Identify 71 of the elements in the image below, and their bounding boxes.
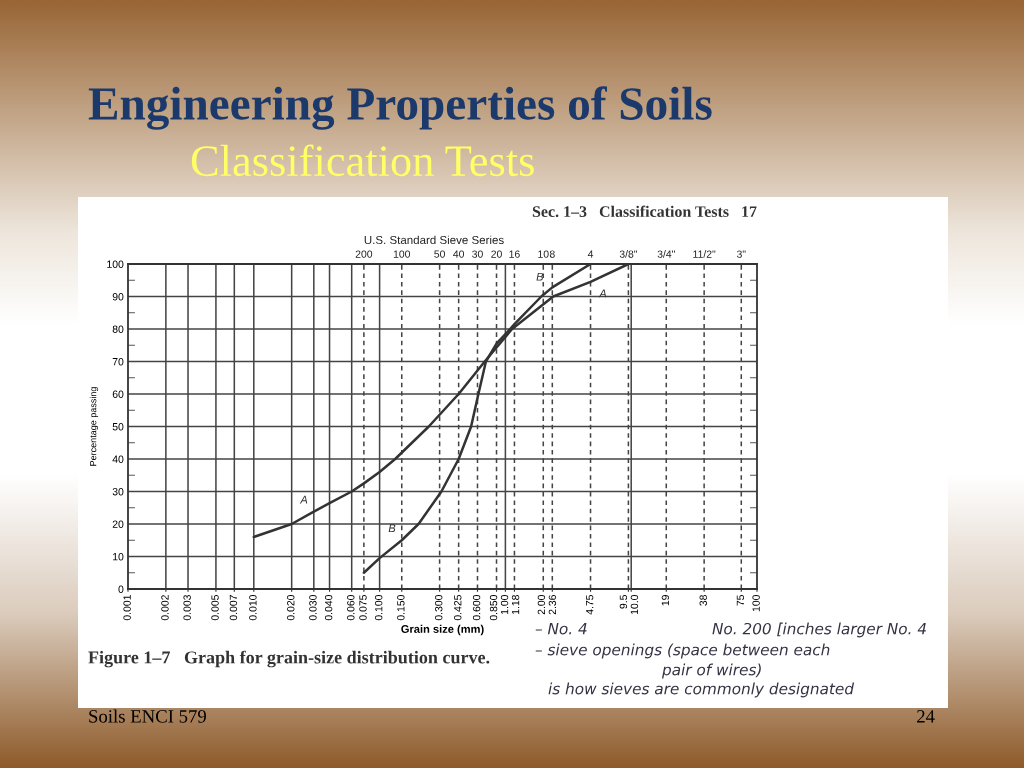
annotation: 50 (434, 250, 446, 258)
annotation: 3/4" (657, 250, 675, 258)
x-tick-label: 0.003 (183, 595, 191, 621)
annotation: 40 (453, 250, 465, 258)
x-tick-label: 0.005 (211, 594, 219, 621)
y-tick-label: 100 (107, 260, 124, 268)
y-tick-label: 30 (112, 488, 124, 496)
y-tick-label: 60 (112, 390, 124, 398)
text: B (536, 272, 544, 281)
annotation: 3/8" (619, 250, 638, 258)
annotation: 10 (538, 250, 549, 258)
annotation: 16 (509, 250, 520, 258)
y-tick-label: 80 (112, 325, 124, 333)
y-tick-label: 50 (112, 423, 124, 431)
x-tick-label: 2.36 (548, 595, 557, 615)
y-tick-label: 70 (112, 358, 124, 366)
text: pair of wires) (661, 663, 761, 679)
x-tick-label: 0.020 (287, 594, 295, 621)
text: – No. 4 (535, 623, 587, 635)
x-tick-label: 0.150 (397, 594, 405, 621)
x-tick-label: 0.002 (161, 595, 169, 621)
x-tick-label: 0.060 (347, 594, 355, 621)
text: A (598, 289, 607, 298)
annotation: 30 (472, 250, 483, 258)
x-tick-label: 38 (699, 595, 707, 606)
caption: Figure 1–7 Graph for grain-size distribution curve. (88, 650, 490, 668)
chart-title: Engineering Properties of Soils (88, 86, 712, 130)
x-tick-label: 0.030 (309, 594, 317, 621)
x-axis-title: Grain size (mm) (401, 624, 484, 636)
x-tick-label: 0.100 (375, 594, 383, 621)
x-tick-label: 9.5 (619, 594, 628, 609)
annotation: 200 (355, 250, 373, 258)
x-tick-label: 0.075 (359, 594, 367, 621)
annotation: 11/2" (693, 250, 716, 258)
annotation: 20 (491, 250, 502, 258)
x-tick-label: 4.75 (586, 594, 594, 615)
x-tick-label: 75 (736, 594, 745, 606)
x-tick-label: 0.850 (489, 594, 498, 621)
x-tick-label: 0.425 (454, 594, 462, 621)
x-tick-label: 2.00 (537, 594, 546, 615)
text: 24 (917, 710, 935, 723)
y-tick-label: 20 (112, 520, 124, 528)
y-tick-label: 0 (118, 585, 124, 593)
text: U.S. Standard Sieve Series (364, 235, 504, 245)
series-label: A (299, 495, 308, 504)
annotation: 4 (587, 250, 594, 258)
y-tick-label: 10 (113, 553, 124, 561)
series-label: B (388, 524, 396, 533)
y-tick-label: 90 (112, 293, 124, 301)
annotation: 100 (393, 250, 411, 258)
x-tick-label: 1.00 (500, 594, 509, 615)
text: is how sieves are commonly designated (548, 682, 855, 698)
x-tick-label: 0.010 (249, 594, 257, 621)
x-tick-label: 100 (752, 594, 760, 612)
chart-subtitle: Classification Tests (191, 144, 534, 177)
x-tick-label: 10.0 (630, 594, 639, 615)
y-tick-label: 40 (112, 455, 124, 463)
x-tick-label: 0.001 (123, 595, 131, 621)
x-tick-label: 0.300 (435, 594, 443, 621)
text: – sieve openings (space between each (535, 643, 830, 659)
annotation: 8 (549, 250, 555, 258)
x-tick-label: 0.600 (472, 594, 481, 621)
annotation: 3" (736, 250, 746, 258)
y-axis-title: Percentage passing (89, 387, 99, 466)
text: No. 200 [inches larger No. 4 (712, 622, 926, 638)
x-tick-label: 0.007 (229, 595, 238, 621)
x-tick-label: 1.18 (511, 595, 520, 615)
text: Soils ENCI 579 (89, 709, 206, 723)
text: Sec. 1–3 Classification Tests 17 (532, 205, 757, 218)
x-tick-label: 19 (661, 595, 670, 606)
x-tick-label: 0.040 (324, 594, 333, 621)
